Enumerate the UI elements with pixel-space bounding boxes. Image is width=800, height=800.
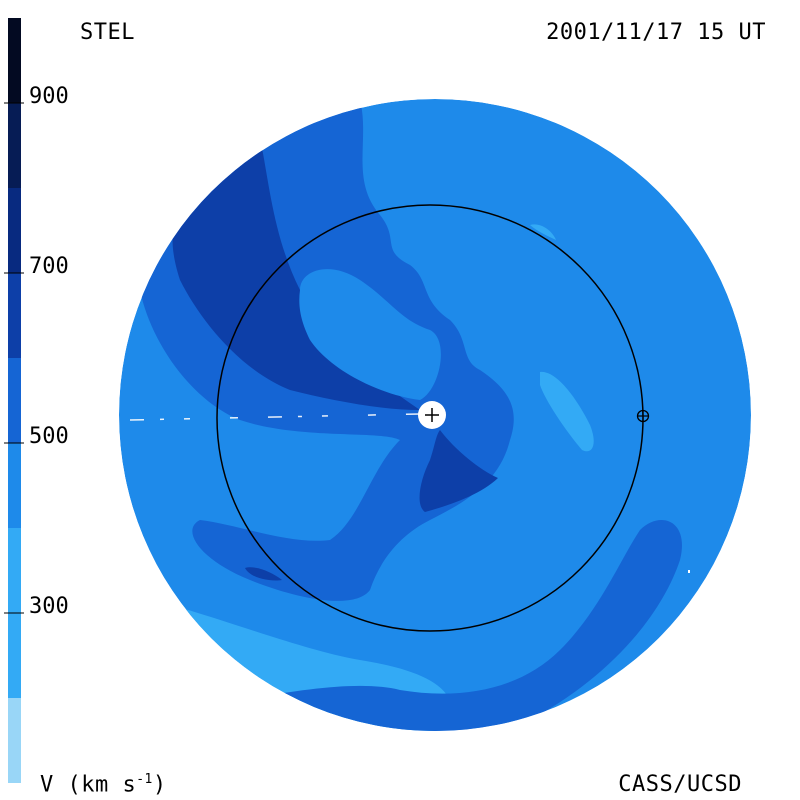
colorbar-band-700 <box>8 188 21 273</box>
slow-wind-pocket-north <box>299 269 441 400</box>
fast-wind-blip-southwest <box>245 567 282 581</box>
colorbar-band-400 <box>8 443 21 528</box>
instrument-label: STEL <box>80 20 135 45</box>
earth-marker <box>636 409 650 423</box>
unit-exponent: -1 <box>136 772 153 787</box>
unit-prefix: V (km s <box>40 772 137 798</box>
colorbar-band-low <box>8 698 21 783</box>
colorbar-label-700: 700 <box>29 254 69 279</box>
colorbar-label-300: 300 <box>29 594 69 619</box>
fast-wind-patch-south <box>419 430 498 512</box>
slow-wind-crescent-north <box>530 224 556 240</box>
data-fleck <box>688 570 690 573</box>
colorbar-band-900 <box>8 18 21 103</box>
line-of-sight <box>129 413 421 421</box>
fast-wind-arm-northwest <box>172 148 420 410</box>
colorbar-band-500 <box>8 358 21 443</box>
medium-wind-band-south <box>240 520 682 731</box>
slow-wind-streak-east <box>540 371 594 452</box>
colorbar-band-800 <box>8 103 21 188</box>
colorbar: 900 700 500 300 <box>4 18 69 783</box>
colorbar-unit-label: V (km s-1) <box>40 772 167 797</box>
credit-label: CASS/UCSD <box>618 772 742 797</box>
timestamp: 2001/11/17 15 UT <box>546 20 766 45</box>
unit-suffix: ) <box>152 772 167 798</box>
colorbar-label-900: 900 <box>29 84 69 109</box>
colorbar-band-600 <box>8 273 21 358</box>
sun-marker <box>418 401 446 429</box>
colorbar-label-500: 500 <box>29 424 69 449</box>
